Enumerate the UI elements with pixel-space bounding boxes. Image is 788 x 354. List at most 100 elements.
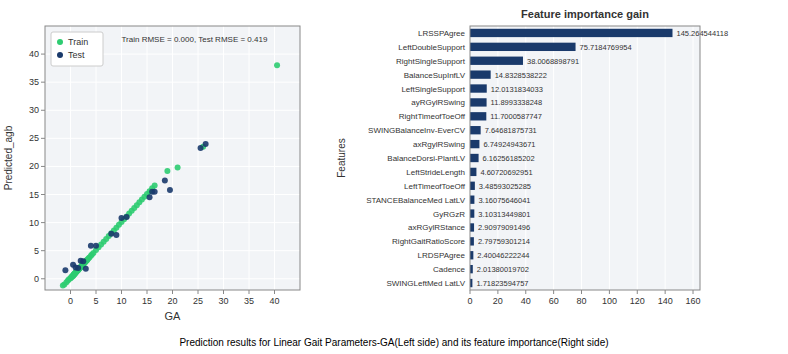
- point: [124, 214, 130, 220]
- point: [147, 194, 153, 200]
- y-axis-label: Predicted_agb: [3, 125, 14, 190]
- point: [274, 62, 280, 68]
- data-label: 3.16075646041: [478, 196, 530, 205]
- tick-mark: [147, 290, 148, 294]
- category-label: RightSingleSupport: [396, 57, 466, 66]
- category-label: BalanceDorsi-PlantLV: [387, 154, 465, 163]
- tick-mark: [198, 290, 199, 294]
- tick-label: 25: [29, 133, 39, 143]
- tick-mark: [665, 290, 666, 294]
- annotation: Train RMSE = 0.000, Test RMSE = 0.419: [122, 35, 268, 44]
- category-label: RightTimeofToeOff: [399, 112, 466, 121]
- bar: [470, 126, 481, 134]
- grid-line: [609, 26, 610, 290]
- grid-line: [693, 26, 694, 290]
- legend-label: Train: [68, 37, 88, 47]
- grid-line: [45, 222, 300, 223]
- bar: [470, 29, 672, 37]
- tick-mark: [249, 290, 250, 294]
- bar: [470, 237, 474, 245]
- bar: [470, 57, 523, 65]
- y-axis-label: Features: [336, 138, 347, 177]
- plot-frame: [470, 26, 700, 290]
- data-label: 4.60720692951: [480, 168, 532, 177]
- data-label: 75.7184769954: [580, 43, 632, 52]
- plot-frame: [45, 26, 300, 290]
- point: [175, 165, 181, 171]
- grid-line: [45, 110, 300, 111]
- tick-label: 5: [93, 296, 98, 306]
- category-label: axRGylRStance: [408, 223, 465, 232]
- tick-mark: [41, 138, 45, 139]
- tick-label: 30: [29, 105, 39, 115]
- bar: [470, 98, 487, 106]
- point: [113, 232, 119, 238]
- tick-mark: [96, 290, 97, 294]
- tick-mark: [274, 290, 275, 294]
- tick-mark: [70, 290, 71, 294]
- tick-mark: [609, 290, 610, 294]
- data-label: 3.10313449801: [478, 210, 530, 219]
- tick-mark: [693, 290, 694, 294]
- tick-label: 120: [630, 296, 645, 306]
- data-label: 145.264544118: [676, 29, 728, 38]
- tick-label: 20: [167, 296, 177, 306]
- tick-label: 0: [68, 296, 73, 306]
- category-label: BalanceSupInfLV: [404, 71, 466, 80]
- bar: [470, 223, 474, 231]
- category-label: SWINGBalanceInv-EverCV: [368, 126, 466, 135]
- tick-mark: [41, 54, 45, 55]
- tick-label: 40: [29, 49, 39, 59]
- point: [162, 177, 168, 183]
- point: [93, 243, 99, 249]
- point: [152, 189, 158, 195]
- data-label: 7.64681875731: [485, 126, 537, 135]
- tick-label: 0: [467, 296, 472, 306]
- point: [203, 141, 209, 147]
- tick-label: 30: [218, 296, 228, 306]
- bar: [470, 168, 476, 176]
- point: [83, 266, 89, 272]
- bar: [470, 251, 473, 259]
- tick-label: 80: [577, 296, 587, 306]
- grid-line: [637, 26, 638, 290]
- grid-line: [45, 194, 300, 195]
- category-label: GyRGzR: [433, 210, 465, 219]
- plot-background: [45, 26, 300, 290]
- data-label: 11.8993338248: [491, 98, 543, 107]
- tick-label: 15: [29, 190, 39, 200]
- marks: [60, 62, 280, 288]
- tick-mark: [41, 110, 45, 111]
- tick-label: 60: [549, 296, 559, 306]
- category-label: LRSSPAgree: [418, 29, 466, 38]
- point: [80, 258, 86, 264]
- tick-label: 10: [116, 296, 126, 306]
- category-label: Cadence: [433, 265, 466, 274]
- tick-mark: [497, 290, 498, 294]
- grid-line: [45, 278, 300, 279]
- tick-mark: [553, 290, 554, 294]
- data-label: 6.74924943671: [483, 140, 535, 149]
- bar: [470, 182, 475, 190]
- grid-line: [45, 138, 300, 139]
- category-label: LeftDoubleSupport: [398, 43, 465, 52]
- tick-mark: [637, 290, 638, 294]
- tick-mark: [470, 290, 471, 294]
- data-label: 11.7000587747: [490, 112, 542, 121]
- point: [108, 231, 114, 237]
- category-label: STANCEBalanceMed LatLV: [366, 196, 466, 205]
- data-label: 1.71823594757: [476, 279, 528, 288]
- category-label: LeftTimeofToeOff: [404, 182, 466, 191]
- tick-label: 40: [521, 296, 531, 306]
- tick-mark: [223, 290, 224, 294]
- category-label: SWINGLeftMed LatLV: [386, 279, 465, 288]
- legend-label: Test: [68, 50, 85, 60]
- point: [167, 187, 173, 193]
- category-label: RightGaitRatioScore: [392, 237, 465, 246]
- tick-label: 35: [29, 77, 39, 87]
- figure-title: Prediction results for Linear Gait Param…: [179, 337, 608, 348]
- tick-label: 15: [142, 296, 152, 306]
- data-label: 2.01380019702: [477, 265, 529, 274]
- data-label: 2.40046222244: [477, 251, 529, 260]
- plot-background: [470, 26, 700, 290]
